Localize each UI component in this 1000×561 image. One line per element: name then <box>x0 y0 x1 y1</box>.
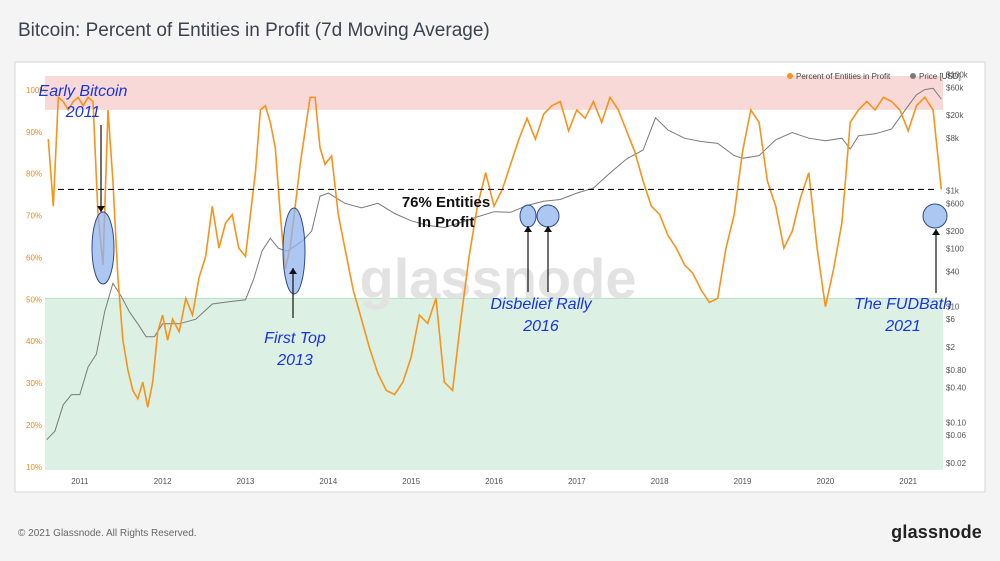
early-arrow-head <box>97 206 105 212</box>
y-left-tick-label: 10% <box>26 463 42 472</box>
percent-series-line <box>47 95 943 408</box>
threshold-sublabel: In Profit <box>418 214 475 231</box>
x-tick-label: 2012 <box>154 477 172 486</box>
y-right-tick-label: $200 <box>946 227 964 236</box>
y-right-tick-label: $600 <box>946 199 964 208</box>
y-right-tick-label: $10 <box>946 302 960 311</box>
x-tick-label: 2016 <box>485 477 503 486</box>
early-bitcoin-label: Early Bitcoin <box>39 83 128 100</box>
x-tick-label: 2013 <box>237 477 255 486</box>
first-top-label: First Top <box>264 330 326 347</box>
chart-title: Bitcoin: Percent of Entities in Profit (… <box>18 20 490 41</box>
early-bitcoin-highlight <box>91 211 115 285</box>
y-left-tick-label: 80% <box>26 170 42 179</box>
y-right-tick-label: $40 <box>946 267 960 276</box>
y-right-tick-label: $0.06 <box>946 431 967 440</box>
x-tick-label: 2020 <box>816 477 834 486</box>
disbelief-year: 2016 <box>522 318 559 335</box>
y-left-tick-label: 60% <box>26 253 42 262</box>
fudbath-year: 2021 <box>884 318 921 335</box>
y-left-tick-label: 100% <box>26 86 46 95</box>
watermark: glassnode <box>360 247 637 310</box>
legend-percent-label: Percent of Entities in Profit <box>796 72 891 81</box>
first-top-highlight <box>282 207 306 295</box>
high-profit-band <box>45 76 943 110</box>
disbelief-arrow-2-head <box>544 226 552 232</box>
disbelief-highlight-2 <box>536 204 560 228</box>
y-left-tick-label: 30% <box>26 379 42 388</box>
disbelief-label: Disbelief Rally <box>490 296 592 313</box>
legend-percent-dot <box>787 73 793 79</box>
price-series-line <box>46 87 942 441</box>
y-right-tick-label: $2 <box>946 343 955 352</box>
y-right-tick-label: $0.40 <box>946 383 967 392</box>
disbelief-highlight-1 <box>519 204 537 228</box>
brand-logo: glassnode <box>891 522 982 542</box>
legend-price-dot <box>910 73 916 79</box>
x-tick-label: 2011 <box>71 477 89 486</box>
first-top-year: 2013 <box>276 352 313 369</box>
x-tick-label: 2019 <box>734 477 752 486</box>
y-left-tick-label: 40% <box>26 337 42 346</box>
y-right-tick-label: $8k <box>946 134 960 143</box>
y-right-tick-label: $20k <box>946 111 964 120</box>
early-bitcoin-year: 2011 <box>65 104 100 121</box>
y-right-tick-label: $1k <box>946 186 960 195</box>
y-left-tick-label: 90% <box>26 128 42 137</box>
y-left-tick-label: 20% <box>26 421 42 430</box>
y-right-tick-label: $100 <box>946 244 964 253</box>
x-tick-label: 2017 <box>568 477 586 486</box>
y-right-tick-label: $0.80 <box>946 366 967 375</box>
first-top-arrow-head <box>289 268 297 274</box>
y-right-tick-label: $0.10 <box>946 418 967 427</box>
threshold-label: 76% Entities <box>402 194 490 211</box>
x-tick-label: 2021 <box>899 477 917 486</box>
low-profit-band <box>45 298 943 470</box>
y-left-tick-label: 70% <box>26 212 42 221</box>
fudbath-label: The FUDBath <box>854 296 952 313</box>
y-right-tick-label: $100k <box>946 71 969 80</box>
legend-price-label: Price [USD] <box>919 72 961 81</box>
x-tick-label: 2018 <box>651 477 669 486</box>
x-tick-label: 2015 <box>402 477 420 486</box>
copyright-text: © 2021 Glassnode. All Rights Reserved. <box>18 528 197 539</box>
fudbath-highlight <box>922 203 948 229</box>
y-right-tick-label: $60k <box>946 83 964 92</box>
fudbath-arrow-head <box>932 229 940 235</box>
disbelief-arrow-1-head <box>524 226 532 232</box>
x-tick-label: 2014 <box>319 477 337 486</box>
y-right-tick-label: $0.02 <box>946 459 967 468</box>
y-right-tick-label: $6 <box>946 315 955 324</box>
y-left-tick-label: 50% <box>26 295 42 304</box>
